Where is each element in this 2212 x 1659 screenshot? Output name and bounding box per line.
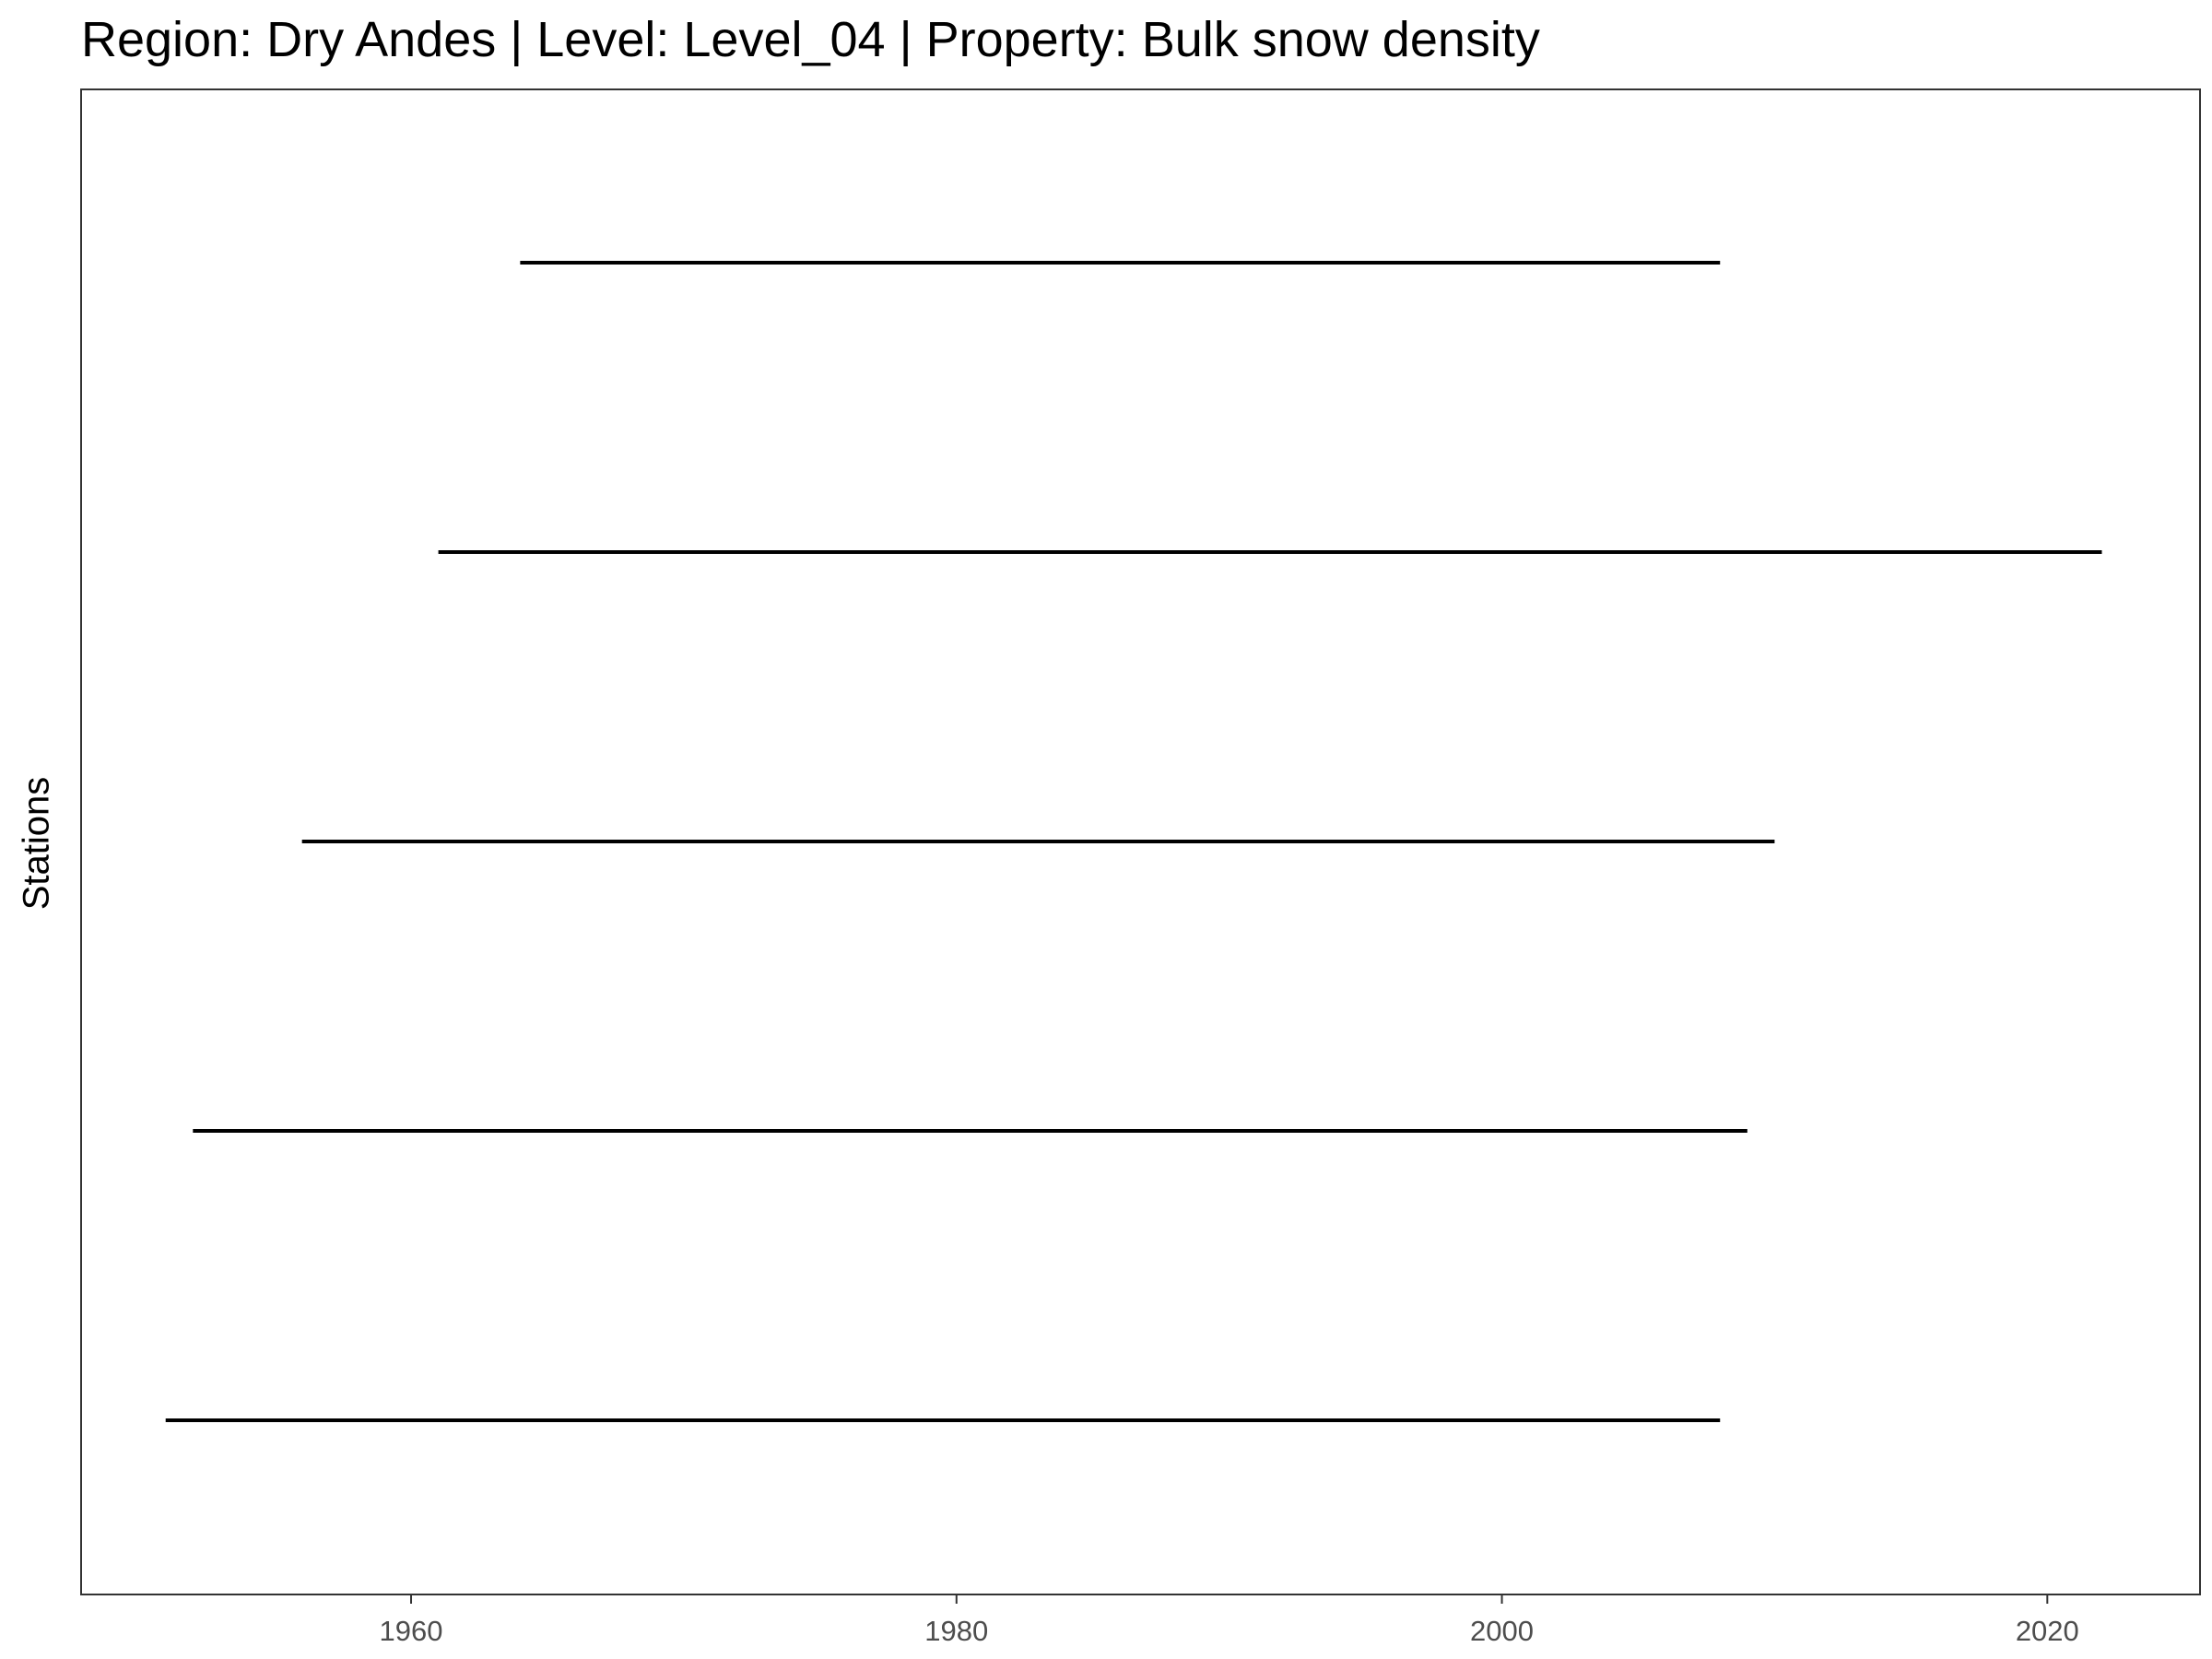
station-segments bbox=[165, 261, 2102, 1422]
chart-title: Region: Dry Andes | Level: Level_04 | Pr… bbox=[81, 12, 1540, 67]
x-tick-label-1960: 1960 bbox=[380, 1615, 443, 1647]
x-tick-label-2000: 2000 bbox=[1470, 1615, 1534, 1647]
x-tick-label-2020: 2020 bbox=[2016, 1615, 2079, 1647]
x-tick-label-1980: 1980 bbox=[924, 1615, 988, 1647]
plot-panel-border bbox=[80, 88, 2201, 1595]
x-axis: 1960 1980 2000 2020 bbox=[380, 1594, 2079, 1647]
